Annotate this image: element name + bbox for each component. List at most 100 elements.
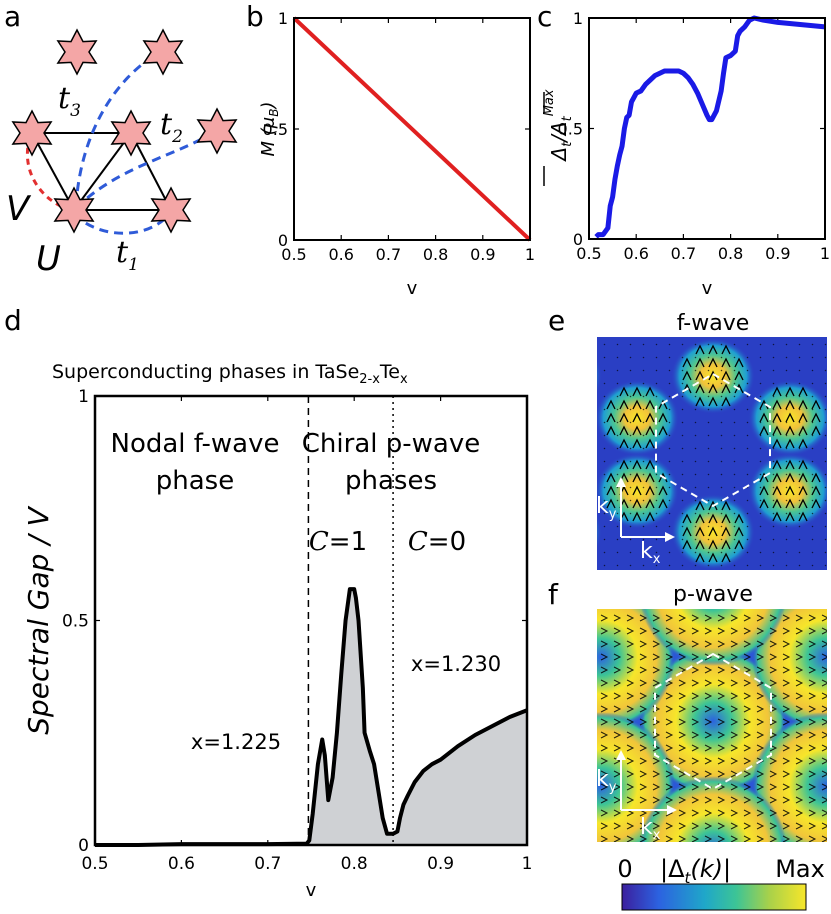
direction-arrow: [759, 399, 769, 410]
direction-arrow: [582, 359, 590, 367]
direction-arrow: [530, 385, 538, 393]
direction-arrow: [811, 485, 821, 496]
site-star-icon: [56, 28, 98, 76]
y-tick-label: 1: [573, 9, 583, 28]
direction-arrow: [721, 396, 731, 407]
direction-arrow: [543, 554, 551, 562]
x-tick-label: 0.7: [254, 854, 281, 874]
direction-arrow: [606, 412, 616, 423]
direction-arrow: [645, 412, 655, 423]
direction-arrow: [708, 500, 718, 511]
direction-arrow: [695, 539, 705, 550]
gap-maximum-blob: [597, 358, 602, 394]
direction-arrow: [759, 498, 769, 509]
direction-arrow: [811, 399, 821, 410]
direction-arrow: [556, 541, 564, 549]
direction-arrow: [606, 425, 616, 436]
v-label: V: [6, 189, 32, 229]
direction-arrow: [556, 528, 564, 536]
direction-arrow: [695, 357, 705, 368]
y-tick-label: 0: [573, 230, 583, 249]
direction-arrow: [695, 526, 705, 537]
y-tick-label: 0: [278, 231, 288, 250]
direction-arrow: [721, 357, 731, 368]
direction-arrow: [530, 515, 538, 523]
lattice-edge: [130, 132, 172, 211]
direction-arrow: [645, 498, 655, 509]
direction-arrow: [619, 399, 629, 410]
panel-label-f: f: [548, 578, 559, 611]
direction-arrow: [721, 370, 731, 381]
direction-arrow: [556, 346, 564, 354]
direction-arrow: [556, 554, 564, 562]
direction-arrow: [582, 385, 590, 393]
gap-area: [95, 589, 527, 845]
t2-label: t2: [160, 107, 183, 147]
k-axes: ky kx: [596, 750, 677, 843]
direction-arrow: [632, 459, 642, 470]
plot-frame: [588, 17, 826, 240]
f-wave-heatmap: f-wave ky kx: [530, 311, 827, 570]
p-wave-heatmap: p-wave ky kx: [596, 582, 827, 843]
direction-arrow: [606, 472, 616, 483]
gap-line: [95, 587, 528, 847]
direction-arrow: [543, 502, 551, 510]
direction-arrow: [708, 513, 718, 524]
direction-arrow: [619, 459, 629, 470]
direction-arrow: [695, 396, 705, 407]
colorbar-min-label: 0: [617, 855, 632, 883]
direction-arrow: [543, 398, 551, 406]
direction-arrow: [569, 502, 577, 510]
direction-arrow: [556, 385, 564, 393]
lattice-edge: [73, 132, 132, 211]
colorbar: 0 |Δt(k)| Max: [617, 855, 825, 911]
direction-arrow: [695, 383, 705, 394]
direction-arrow: [695, 344, 705, 355]
x-tick-label: 0.8: [341, 854, 368, 874]
direction-arrow: [772, 399, 782, 410]
x-tick-label: 0.7: [376, 245, 401, 264]
direction-arrow: [811, 412, 821, 423]
panel-label-c: c: [537, 0, 552, 33]
direction-arrow: [569, 515, 577, 523]
direction-arrow: [645, 425, 655, 436]
phase-label-chiral: Chiral p-wave: [302, 429, 480, 459]
direction-arrow: [658, 425, 668, 436]
direction-arrow: [645, 386, 655, 397]
ky-label: ky: [596, 494, 617, 522]
direction-arrow: [734, 526, 744, 537]
direction-arrow: [632, 386, 642, 397]
direction-arrow: [606, 485, 616, 496]
y-tick-label: 1: [278, 9, 288, 28]
direction-arrow: [759, 412, 769, 423]
direction-arrow: [582, 528, 590, 536]
chern-number-1: C=1: [309, 527, 367, 557]
gap-maximum-blob: [597, 514, 602, 550]
direction-arrow: [721, 513, 731, 524]
x-tick-label: 0.6: [168, 854, 195, 874]
direction-arrow: [543, 359, 551, 367]
direction-arrow: [632, 485, 642, 496]
direction-arrow: [798, 472, 808, 483]
direction-arrow: [682, 513, 692, 524]
direction-arrow: [772, 485, 782, 496]
p-wave-title: p-wave: [673, 582, 753, 607]
direction-arrow: [569, 541, 577, 549]
direction-arrow: [798, 386, 808, 397]
direction-arrow: [619, 438, 629, 449]
direction-field-arrows: [597, 609, 827, 842]
direction-arrow: [721, 383, 731, 394]
site-star-icon: [196, 107, 238, 155]
site-star-icon: [150, 186, 192, 234]
x-tick-label: 1: [522, 854, 533, 874]
direction-arrow: [772, 511, 782, 522]
direction-arrow: [811, 472, 821, 483]
direction-arrow: [772, 498, 782, 509]
direction-arrow: [682, 539, 692, 550]
direction-arrow: [658, 399, 668, 410]
direction-field-dots: [597, 337, 827, 570]
direction-arrow: [632, 412, 642, 423]
direction-arrow: [543, 372, 551, 380]
